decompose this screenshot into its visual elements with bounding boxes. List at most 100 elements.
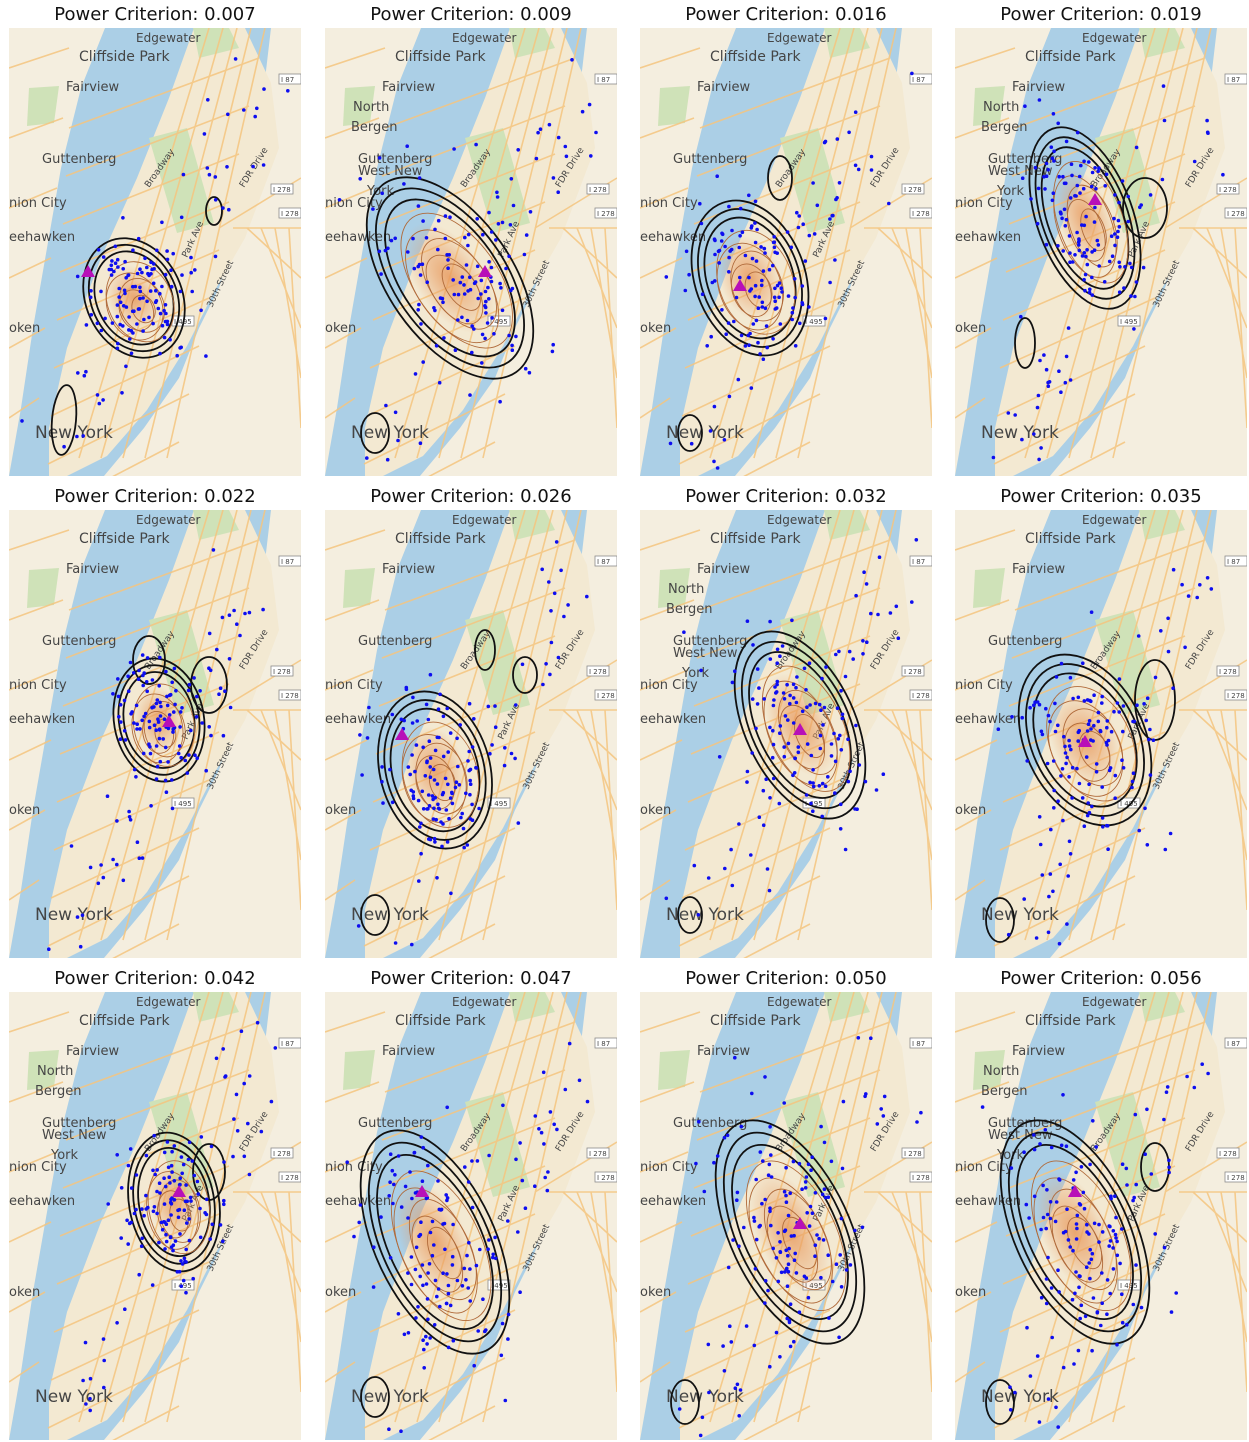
sample-point xyxy=(534,156,539,161)
sample-point xyxy=(763,1301,767,1305)
sample-point xyxy=(743,253,748,258)
highway-shield-i278: I 278 xyxy=(270,665,294,677)
sample-point xyxy=(426,793,431,797)
sample-point xyxy=(1120,179,1125,183)
sample-point xyxy=(1056,1268,1060,1272)
sample-point xyxy=(381,801,385,805)
sample-point xyxy=(448,1303,453,1308)
sample-point xyxy=(775,679,780,684)
sample-point xyxy=(456,764,460,769)
sample-point xyxy=(411,796,416,801)
sample-point xyxy=(459,815,463,820)
sample-point xyxy=(1044,706,1048,711)
contour-line xyxy=(748,651,852,799)
sample-point xyxy=(1099,1323,1103,1328)
sample-point xyxy=(1077,248,1082,253)
sample-point xyxy=(786,1213,791,1218)
sample-point xyxy=(1159,629,1163,633)
contour-line xyxy=(730,250,784,322)
sample-point xyxy=(733,669,737,673)
sample-point xyxy=(448,796,453,800)
sample-points xyxy=(47,548,265,951)
sample-point xyxy=(1130,785,1134,790)
sample-point xyxy=(147,719,152,724)
nj-road xyxy=(640,187,689,209)
sample-point xyxy=(696,913,701,917)
sample-point xyxy=(1082,159,1086,164)
contour-line xyxy=(132,635,166,685)
sample-point xyxy=(1100,1230,1105,1234)
sample-point xyxy=(425,760,429,765)
sample-point xyxy=(196,1192,201,1196)
sample-point xyxy=(476,296,480,301)
sample-point xyxy=(1056,723,1060,728)
queens-road xyxy=(604,1191,617,1393)
sample-point xyxy=(1064,761,1068,766)
sample-point xyxy=(75,274,80,279)
sample-point xyxy=(421,807,426,811)
sample-point xyxy=(470,1159,474,1163)
sample-point xyxy=(1107,1244,1111,1248)
sample-point xyxy=(821,723,825,727)
sample-point xyxy=(549,609,553,613)
sample-point xyxy=(149,804,153,808)
sample-point xyxy=(255,1020,260,1025)
sample-point xyxy=(792,277,797,281)
map-area: Edgewater Cliffside Park Fairview Guttenber… xyxy=(325,510,617,958)
sample-point xyxy=(81,1378,85,1383)
sample-point xyxy=(829,1159,834,1164)
sample-points xyxy=(664,538,919,917)
sample-point xyxy=(518,1290,522,1294)
sample-point xyxy=(769,1175,774,1179)
sample-point xyxy=(418,825,422,829)
highway-shield-i495: I 495 xyxy=(1117,797,1141,809)
sample-point xyxy=(446,750,450,754)
sample-point xyxy=(1092,723,1096,728)
sample-point xyxy=(507,333,511,338)
map-label-hoboken: oken xyxy=(640,1285,671,1300)
manhattan-land xyxy=(680,28,910,476)
crosstown-road xyxy=(68,539,260,611)
sample-point xyxy=(805,705,809,709)
sample-point xyxy=(807,661,812,665)
sample-point xyxy=(823,1195,828,1200)
sample-point xyxy=(1124,1166,1129,1171)
sample-point xyxy=(839,689,843,693)
sample-point xyxy=(461,826,466,831)
sample-point xyxy=(1120,1162,1125,1166)
sample-point xyxy=(468,1299,472,1303)
sample-point xyxy=(546,1170,550,1174)
sample-point xyxy=(735,1382,740,1387)
sample-point xyxy=(547,580,551,584)
sample-point xyxy=(786,1262,791,1266)
sample-point xyxy=(777,295,781,300)
sample-point xyxy=(1060,767,1065,771)
sample-point xyxy=(782,1101,786,1105)
sample-point xyxy=(127,1221,132,1226)
sample-point xyxy=(445,706,449,711)
sample-point xyxy=(783,1270,787,1274)
nj-road xyxy=(640,669,689,691)
sample-point xyxy=(1082,824,1087,828)
sample-point xyxy=(396,1154,401,1158)
crosstown-road xyxy=(999,297,1156,369)
sample-point xyxy=(830,1279,835,1284)
sample-point xyxy=(829,742,834,746)
sample-point xyxy=(747,343,751,348)
sample-point xyxy=(804,1175,809,1179)
sample-point xyxy=(484,299,488,304)
sample-point xyxy=(1149,1172,1154,1176)
sample-point xyxy=(1089,184,1094,189)
sample-point xyxy=(751,322,756,326)
sample-point xyxy=(1075,1226,1079,1231)
sample-point xyxy=(1056,244,1060,248)
crosstown-road xyxy=(996,827,1146,899)
map-label-guttenberg: Guttenberg xyxy=(988,634,1062,649)
sample-point xyxy=(861,639,865,643)
map-area: Edgewater Cliffside Park Fairview Guttenber… xyxy=(640,992,932,1440)
sample-point xyxy=(479,292,483,296)
sample-point xyxy=(124,364,128,369)
avenue-road xyxy=(1090,28,1198,459)
sample-point xyxy=(541,1070,546,1075)
sample-point xyxy=(416,1305,420,1309)
